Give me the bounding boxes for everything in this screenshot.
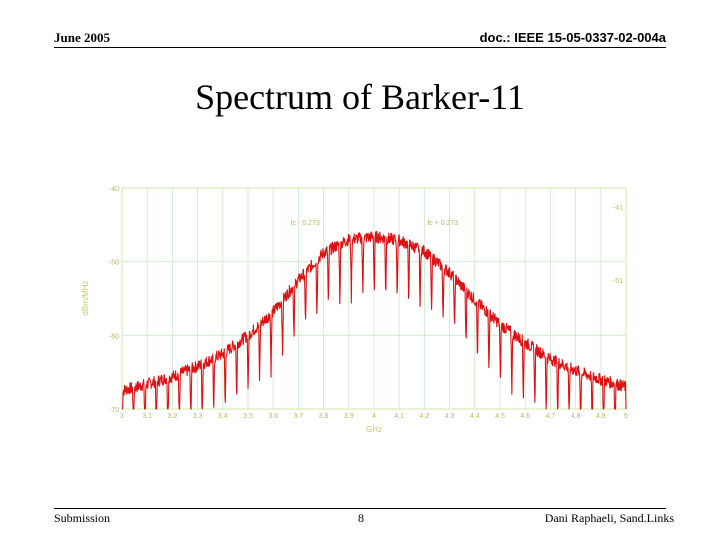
header-divider [54,47,666,48]
y-tick-label-left: -70 [109,407,119,414]
x-tick-label: 4.4 [470,413,480,420]
x-tick-label: 3.2 [168,413,178,420]
x-axis-label: GHz [366,425,382,434]
marker-label: fc - 0.273 [291,220,320,227]
footer-page-number: 8 [358,511,364,525]
x-tick-label: 3 [120,413,124,420]
y-tick-labels: -40 -50 -60 -70 -41 -51 [109,186,623,414]
x-tick-label: 3.8 [319,413,329,420]
x-tick-label: 3.7 [294,413,304,420]
chart-markers: fc - 0.273 fc + 0.273 [291,220,459,227]
x-tick-label: 4.9 [596,413,606,420]
y-tick-label-left: -60 [109,333,119,340]
x-tick-label: 3.1 [142,413,152,420]
x-tick-labels: 3 3.1 3.2 3.3 3.4 3.5 3.6 3.7 3.8 3.9 4 4.1 4.2 4.3 4.… [120,413,628,420]
y-tick-label-right: -51 [613,278,623,285]
x-tick-label: 4.8 [571,413,581,420]
x-tick-label: 3.5 [243,413,253,420]
spectrum-chart: fc - 0.273 fc + 0.273 3 3.1 3.2 3.3 3.4 3.5 3.6… [81,186,628,434]
x-tick-label: 4.5 [495,413,505,420]
slide-title: Spectrum of Barker-11 [195,77,525,117]
y-tick-label-left: -50 [109,260,119,267]
footer-submission: Submission [54,511,111,525]
footer-divider [54,508,666,509]
y-tick-label-right: -41 [613,204,623,211]
footer-author: Dani Raphaeli, Sand.Links [544,511,674,525]
chart-grid [121,187,627,410]
x-tick-label: 3.3 [193,413,203,420]
marker-label: fc + 0.273 [427,220,458,227]
y-tick-label-left: -40 [109,186,119,193]
x-tick-label: 3.4 [218,413,228,420]
x-tick-label: 3.9 [344,413,354,420]
header-date: June 2005 [54,30,110,45]
x-tick-label: 4.6 [520,413,530,420]
x-tick-label: 4.1 [394,413,404,420]
x-tick-label: 3.6 [268,413,278,420]
spectrum-trace [121,230,627,410]
x-tick-label: 5 [624,413,628,420]
y-axis-label: dBm/MHz [81,280,90,315]
header-doc-id: doc.: IEEE 15-05-0337-02-004a [479,30,666,45]
x-tick-label: 4.2 [420,413,430,420]
x-tick-label: 4 [372,413,376,420]
x-tick-label: 4.7 [546,413,556,420]
x-tick-label: 4.3 [445,413,455,420]
